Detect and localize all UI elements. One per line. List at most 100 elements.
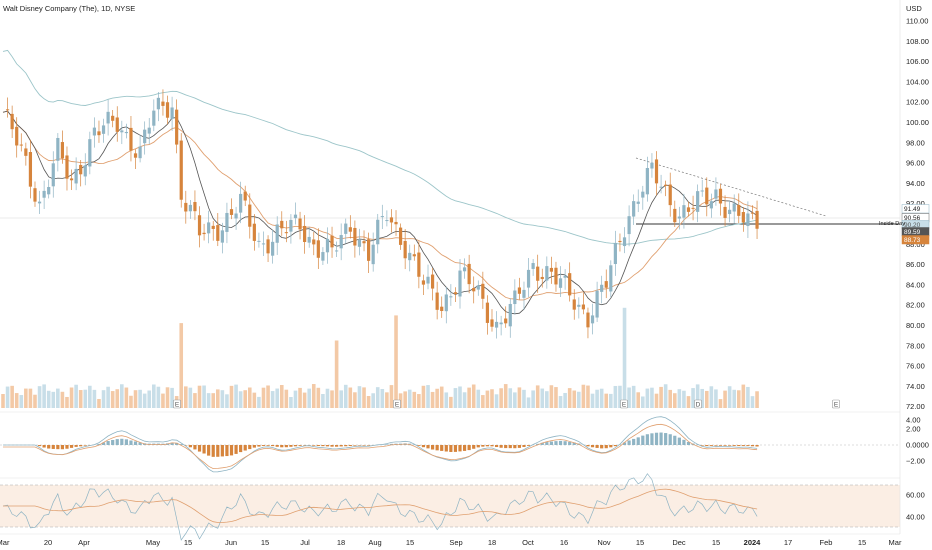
candle-body: [261, 243, 266, 245]
rsi-ma-line: [3, 488, 758, 523]
candle-body: [403, 240, 407, 259]
volume-bar: [371, 393, 375, 408]
volume-bar: [540, 388, 545, 408]
candle-body: [531, 263, 535, 269]
macd-hist-bar: [344, 445, 348, 447]
time-axis[interactable]: Mar 20 Apr May 15 Jun 15 Jul 18 Aug 15 Sep 18 Oct 16 No…: [0, 538, 902, 547]
macd-hist-bar: [430, 445, 435, 450]
price-badge: 91.49: [901, 204, 930, 214]
volume-bar: [106, 386, 110, 408]
candle-body: [549, 267, 553, 272]
volume-bar: [522, 389, 526, 408]
price-tick-label: 82.00: [906, 301, 925, 310]
macd-hist-bar: [732, 445, 736, 446]
price-tick-label: 72.00: [906, 402, 925, 411]
time-tick-label: Jun: [225, 538, 237, 547]
macd-hist-bar: [485, 445, 490, 447]
macd-hist-bar: [609, 445, 613, 448]
macd-hist-bar: [563, 441, 567, 445]
candle-body: [335, 250, 339, 252]
volume-bar: [334, 340, 339, 408]
candle-body: [284, 232, 288, 234]
candle-body: [202, 232, 206, 235]
volume-bar: [558, 396, 563, 408]
candle-body: [417, 252, 421, 277]
event-marker-box: [620, 399, 628, 409]
volume-bar: [357, 386, 362, 408]
volume-bar: [353, 392, 357, 408]
macd-hist-bar: [193, 445, 197, 450]
candle-body: [179, 140, 183, 200]
volume-bar: [60, 391, 65, 408]
volume-bar: [234, 384, 238, 408]
candlesticks[interactable]: [5, 89, 759, 339]
candle-body: [513, 290, 517, 305]
candle-body: [211, 225, 215, 229]
candle-body: [15, 126, 19, 146]
macd-hist-bar: [239, 445, 243, 453]
volume-bar: [252, 392, 257, 408]
macd-hist-bar: [106, 441, 110, 445]
time-tick-label: 15: [636, 538, 644, 547]
macd-hist-bar: [686, 442, 691, 445]
volume-bar: [197, 385, 202, 408]
macd-hist-bar: [197, 445, 202, 452]
volume-bar: [279, 385, 284, 408]
macd-hist-bar: [723, 445, 727, 446]
candle-body: [367, 239, 371, 261]
macd-hist-bar: [129, 440, 133, 445]
candle-body: [312, 239, 316, 245]
candle-body: [563, 275, 567, 278]
volume-bar: [10, 385, 14, 408]
volume-bar: [284, 389, 289, 408]
macd-hist-bar: [526, 445, 531, 446]
time-tick-label: 18: [337, 538, 345, 547]
volume-bar: [485, 390, 490, 408]
volume-bar: [65, 396, 69, 408]
macd-hist-bar: [97, 443, 101, 445]
candle-body: [275, 224, 279, 243]
price-axis[interactable]: 110.00 108.00 106.00 104.00 102.00 100.00 98.0…: [901, 17, 930, 522]
volume-bar: [321, 394, 325, 408]
volume-bar: [375, 387, 380, 408]
candle-body: [462, 267, 467, 272]
candle-body: [686, 207, 691, 212]
time-tick-label: 15: [712, 538, 720, 547]
volume-bar: [613, 385, 618, 408]
price-tick-label: 86.00: [906, 260, 925, 269]
volume-bar: [28, 388, 33, 408]
macd-hist-bar: [750, 445, 755, 447]
candle-body: [750, 212, 755, 214]
volume-bar: [435, 388, 439, 408]
volume-bar: [366, 396, 371, 408]
candle-body: [10, 113, 14, 130]
macd-hist-bar: [600, 445, 604, 449]
candle-body: [325, 238, 330, 253]
candle-body: [101, 125, 106, 134]
price-badge: 88.73: [901, 235, 930, 245]
candle-body: [472, 288, 476, 292]
time-tick-label: 15: [184, 538, 192, 547]
candle-body: [444, 294, 448, 312]
macd-hist-bar: [444, 445, 448, 452]
candle-body: [481, 283, 485, 299]
time-tick-label: Feb: [820, 538, 833, 547]
volume-bar: [581, 384, 586, 408]
volume-bar: [577, 391, 581, 408]
macd-hist-bar: [545, 442, 549, 445]
macd-hist-bar: [280, 445, 284, 448]
time-tick-label: Mar: [889, 538, 902, 547]
candle-body: [252, 223, 256, 241]
candle-body: [92, 127, 96, 136]
volume-bar: [531, 390, 535, 408]
macd-line: [3, 416, 758, 473]
macd-hist-bar: [613, 445, 617, 447]
price-badge-label: 88.73: [904, 237, 921, 244]
candle-body: [718, 188, 723, 204]
candle-body: [170, 107, 174, 119]
price-tick-label: 88.00: [906, 240, 925, 249]
macd-hist-bar: [37, 445, 42, 447]
macd-hist-bar: [65, 445, 69, 449]
